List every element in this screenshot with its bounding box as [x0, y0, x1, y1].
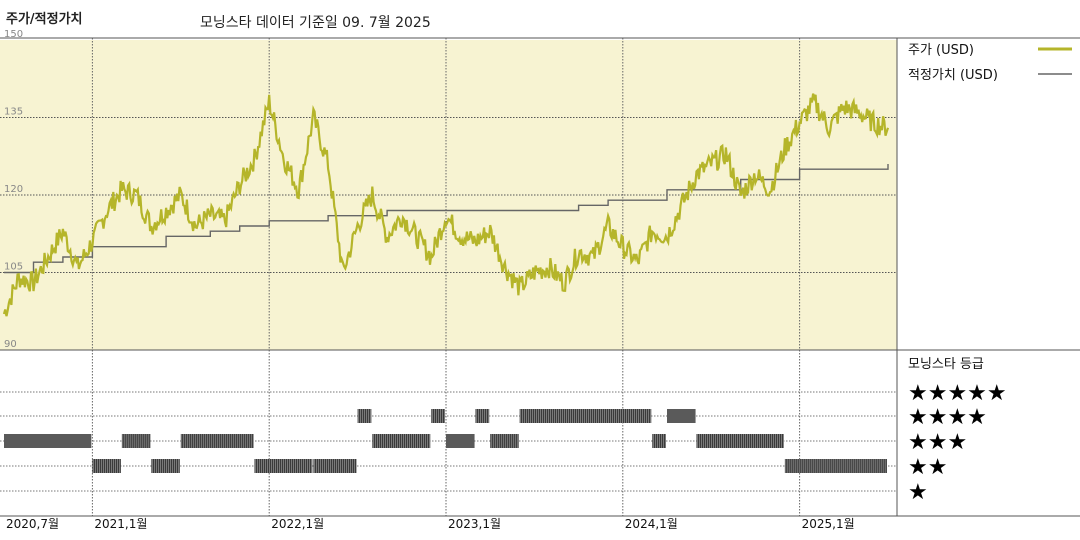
rating-bar-2021-12: [254, 459, 313, 473]
rating-bar-fill: [696, 434, 784, 448]
legend-fair-value-label: 적정가치 (USD): [908, 68, 998, 83]
chart-title: 주가/적정가치: [6, 12, 83, 27]
rating-bar-2023-01: [446, 434, 475, 448]
rating-bar-2022-08: [372, 434, 431, 448]
rating-bar-fill: [121, 434, 151, 448]
y-tick-135: 135: [4, 107, 23, 118]
rating-bar-fill: [4, 434, 92, 448]
rating-legend-title: 모닝스타 등급: [908, 357, 984, 372]
y-tick-150: 150: [4, 29, 23, 40]
rating-bar-2023-06: [519, 409, 652, 423]
rating-bar-2021-03: [121, 434, 151, 448]
rating-bar-fill: [667, 409, 696, 423]
rating-bar-fill: [92, 459, 121, 473]
x-tick-2022-01: 2022,1월: [271, 517, 324, 531]
rating-bar-2022-12: [431, 409, 445, 423]
rating-stars-1: ★: [908, 480, 928, 505]
price-line: [2, 93, 890, 317]
rating-stars-5: ★★★★★: [908, 381, 1007, 406]
rating-stars-3: ★★★: [908, 430, 967, 455]
rating-bar-2024-12: [784, 459, 887, 473]
x-tick-2020-07: 2020,7월: [6, 517, 59, 531]
rating-bar-2024-03: [652, 434, 666, 448]
x-axis-tick-labels: 2020,7월 2021,1월 2022,1월 2023,1월 2024,1월 2025,…: [6, 517, 855, 531]
rating-bar-fill: [151, 459, 180, 473]
x-tick-2021-01: 2021,1월: [94, 517, 147, 531]
rating-bar-fill: [519, 409, 652, 423]
rating-bar-2021-07: [180, 434, 254, 448]
rating-bar-fill: [446, 434, 475, 448]
rating-bar-2023-04: [490, 434, 519, 448]
rating-bar-2022-07: [357, 409, 372, 423]
data-date-subtitle: 모닝스타 데이터 기준일 09. 7월 2025: [200, 15, 431, 31]
y-axis-tick-labels: 90 105 120 135 150: [4, 29, 23, 350]
y-tick-105: 105: [4, 262, 23, 273]
rating-bar-fill: [490, 434, 519, 448]
rating-bar-fill: [313, 459, 357, 473]
rating-bar-2024-04: [667, 409, 696, 423]
rating-bar-2021-05: [151, 459, 180, 473]
fair-value-line: [4, 164, 889, 274]
rating-bar-2021-01: [92, 459, 121, 473]
y-tick-120: 120: [4, 184, 23, 195]
rating-bar-2024-06: [696, 434, 784, 448]
rating-bar-fill: [180, 434, 254, 448]
x-tick-2024-01: 2024,1월: [625, 517, 678, 531]
rating-bars: [4, 409, 887, 473]
rating-bar-2022-04: [313, 459, 357, 473]
x-tick-2023-01: 2023,1월: [448, 517, 501, 531]
legend-price-label: 주가 (USD): [908, 43, 974, 58]
horizontal-gridlines: [0, 117, 897, 273]
rating-star-labels: ★★★★★★★★★★★★★★★: [908, 381, 1007, 505]
rating-stars-4: ★★★★: [908, 405, 987, 430]
rating-bar-2020-07: [4, 434, 92, 448]
x-tick-2025-01: 2025,1월: [802, 517, 855, 531]
rating-stars-2: ★★: [908, 455, 947, 480]
rating-bar-2023-03: [475, 409, 490, 423]
legend: 주가 (USD) 적정가치 (USD) 모닝스타 등급: [908, 43, 1072, 372]
y-tick-90: 90: [4, 339, 17, 350]
